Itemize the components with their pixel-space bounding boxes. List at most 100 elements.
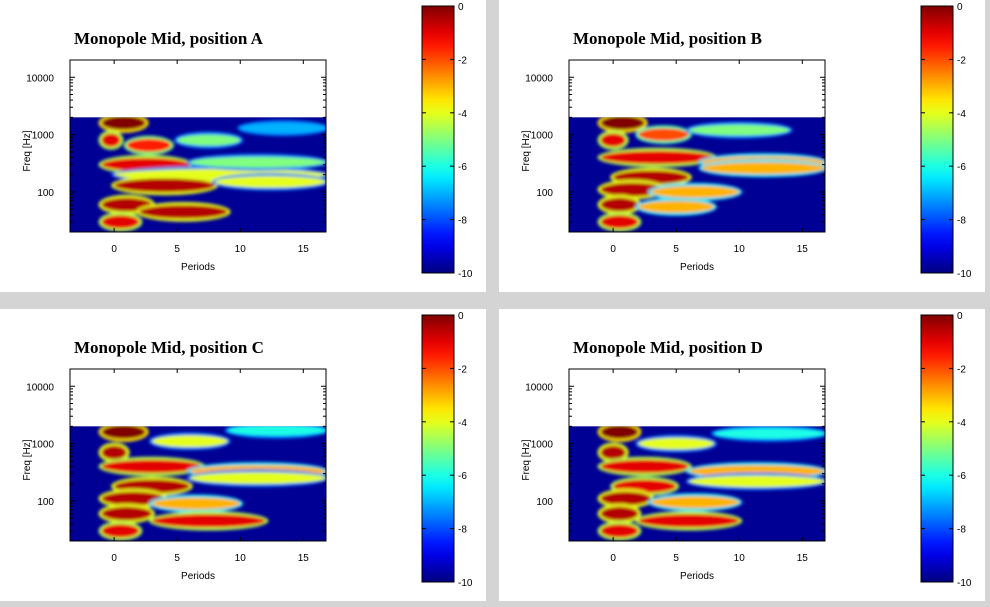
x-tick-label: 10 xyxy=(235,244,247,255)
heatmap-blob xyxy=(101,133,121,147)
x-tick-label: 5 xyxy=(673,244,679,255)
colorbar-tick-label: -8 xyxy=(957,525,966,536)
heatmap-blob xyxy=(101,197,152,212)
heatmap-cells xyxy=(98,117,326,232)
heatmap-blob xyxy=(101,491,165,506)
heatmap-blob xyxy=(101,445,127,460)
heatmap-blob xyxy=(638,200,715,213)
heatmap-blob xyxy=(101,459,203,474)
colorbar-tick-label: 0 xyxy=(957,2,963,13)
heatmap-blob xyxy=(101,524,140,538)
heatmap-blob xyxy=(101,117,146,130)
y-tick-label: 1000 xyxy=(32,440,55,451)
y-axis-label: Freq [Hz] xyxy=(521,439,532,480)
x-tick-label: 0 xyxy=(111,244,117,255)
heatmap-blob xyxy=(101,426,146,439)
heatmap-blob xyxy=(600,445,626,460)
chart-title: Monopole Mid, position B xyxy=(573,29,762,48)
heatmap-blob xyxy=(101,215,140,229)
colorbar xyxy=(920,314,954,583)
colorbar-tick-label: -10 xyxy=(458,269,473,280)
x-tick-label: 5 xyxy=(673,553,679,564)
heatmap-blob xyxy=(638,437,715,450)
colorbar-tick-label: -10 xyxy=(957,578,972,589)
heatmap-blob xyxy=(151,514,266,528)
y-tick-label: 10000 xyxy=(525,382,553,393)
x-axis-label: Periods xyxy=(680,571,714,582)
heatmap-blob xyxy=(600,197,639,212)
heatmap-blob xyxy=(139,204,228,219)
colorbar-tick-label: 0 xyxy=(458,311,464,322)
chart-svg: Monopole Mid, position C 0 5 10 15 100 1000 100… xyxy=(22,311,473,589)
heatmap-blob xyxy=(600,459,689,474)
heatmap-cells xyxy=(597,117,825,232)
chart-panel-c: Monopole Mid, position C 0 5 10 15 100 1000 100… xyxy=(0,309,486,601)
heatmap-blob xyxy=(189,156,326,168)
chart-svg: Monopole Mid, position A 0 5 10 15 100 1000 100… xyxy=(22,2,473,280)
heatmap-blob xyxy=(600,524,639,538)
y-tick-label: 100 xyxy=(536,188,553,199)
heatmap-blob xyxy=(600,426,639,439)
heatmap-blob xyxy=(151,497,241,510)
colorbar-tick-label: -4 xyxy=(458,418,467,429)
y-tick-label: 10000 xyxy=(525,73,553,84)
colorbar-tick-label: -6 xyxy=(458,471,467,482)
colorbar-tick-label: -10 xyxy=(458,578,473,589)
heatmap-blob xyxy=(600,117,645,130)
x-tick-label: 15 xyxy=(298,553,310,564)
x-axis-label: Periods xyxy=(181,571,215,582)
heatmap-blob xyxy=(215,176,326,188)
heatmap-blob xyxy=(638,514,740,528)
heatmap-blob xyxy=(189,472,326,484)
heatmap-blob xyxy=(638,128,689,141)
y-tick-label: 10000 xyxy=(26,382,54,393)
y-tick-label: 1000 xyxy=(531,131,554,142)
heatmap-blob xyxy=(114,178,216,193)
chart-panel-b: Monopole Mid, position B 0 5 10 15 100 1000 100… xyxy=(499,0,985,292)
x-tick-label: 10 xyxy=(235,553,247,564)
heatmap-cells xyxy=(98,426,326,541)
y-tick-label: 100 xyxy=(37,188,54,199)
chart-svg: Monopole Mid, position B 0 5 10 15 100 1000 100… xyxy=(521,2,972,280)
heatmap-blob xyxy=(714,428,825,439)
y-tick-label: 1000 xyxy=(32,131,55,142)
colorbar-tick-label: -6 xyxy=(458,162,467,173)
chart-title: Monopole Mid, position D xyxy=(573,338,763,357)
heatmap-blob xyxy=(126,138,171,152)
x-tick-label: 15 xyxy=(797,244,809,255)
colorbar-tick-label: -2 xyxy=(458,364,467,375)
y-tick-label: 10000 xyxy=(26,73,54,84)
colorbar-tick-label: 0 xyxy=(458,2,464,13)
heatmap-blob xyxy=(600,215,639,229)
colorbar-tick-label: -2 xyxy=(458,55,467,66)
colorbar-tick-label: -2 xyxy=(957,55,966,66)
x-tick-label: 15 xyxy=(797,553,809,564)
x-tick-label: 0 xyxy=(610,553,616,564)
colorbar-tick-label: -4 xyxy=(957,109,966,120)
heatmap-blob xyxy=(227,426,326,436)
y-tick-label: 100 xyxy=(536,497,553,508)
y-axis-label: Freq [Hz] xyxy=(22,130,33,171)
y-axis-label: Freq [Hz] xyxy=(521,130,532,171)
chart-title: Monopole Mid, position C xyxy=(74,338,264,357)
heatmap-blob xyxy=(600,133,626,147)
y-axis-label: Freq [Hz] xyxy=(22,439,33,480)
colorbar-tick-label: -8 xyxy=(458,216,467,227)
y-tick-label: 100 xyxy=(37,497,54,508)
x-tick-label: 0 xyxy=(610,244,616,255)
colorbar-tick-label: -4 xyxy=(458,109,467,120)
x-tick-label: 10 xyxy=(734,244,746,255)
chart-panel-a: Monopole Mid, position A 0 5 10 15 100 1000 100… xyxy=(0,0,486,292)
heatmap-blob xyxy=(688,124,790,136)
colorbar-tick-label: -8 xyxy=(957,216,966,227)
chart-title: Monopole Mid, position A xyxy=(74,29,264,48)
chart-svg: Monopole Mid, position D 0 5 10 15 100 1000 100… xyxy=(521,311,972,589)
colorbar-tick-label: -2 xyxy=(957,364,966,375)
heatmap-blob xyxy=(600,182,664,197)
colorbar xyxy=(920,5,954,274)
colorbar-tick-label: -8 xyxy=(458,525,467,536)
colorbar-tick-label: -6 xyxy=(957,162,966,173)
heatmap-blob xyxy=(650,185,740,199)
heatmap-blob xyxy=(600,491,651,506)
colorbar-tick-label: -6 xyxy=(957,471,966,482)
